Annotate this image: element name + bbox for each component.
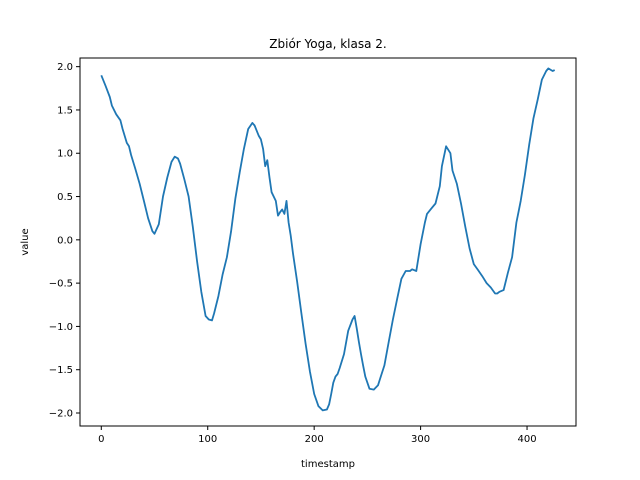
- y-axis-ticks: −2.0 −1.5 −1.0 −0.5 0.0 0.5 1.0 1.5 2.0: [49, 62, 80, 420]
- x-axis-ticks: 0 100 200 300 400: [98, 426, 537, 445]
- x-axis-label: timestamp: [301, 459, 355, 470]
- y-tick-label: 2.0: [57, 62, 73, 73]
- y-axis-label: value: [20, 228, 31, 255]
- chart-title: Zbiór Yoga, klasa 2.: [269, 37, 386, 51]
- x-tick-label: 400: [517, 434, 536, 445]
- y-tick-label: 1.0: [57, 149, 73, 160]
- plot-frame: [79, 57, 577, 427]
- x-tick-label: 200: [305, 434, 324, 445]
- plot-area: [100, 67, 556, 412]
- y-tick-label: 1.5: [57, 105, 73, 116]
- series-line-0: [100, 67, 556, 412]
- y-tick-label: −2.0: [49, 409, 73, 420]
- y-tick-label: −1.0: [49, 322, 73, 333]
- x-tick-label: 100: [198, 434, 217, 445]
- x-tick-label: 0: [98, 434, 104, 445]
- y-tick-label: −1.5: [49, 365, 73, 376]
- y-tick-label: 0.5: [57, 192, 73, 203]
- x-tick-label: 300: [411, 434, 430, 445]
- y-tick-label: 0.0: [57, 235, 73, 246]
- y-tick-label: −0.5: [49, 279, 73, 290]
